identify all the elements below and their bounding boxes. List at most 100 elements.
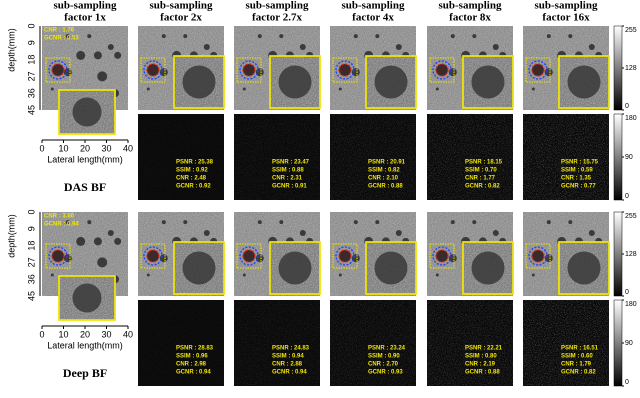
metric: GCNR : 0.88 — [465, 370, 500, 376]
zoom-border — [365, 241, 417, 295]
zoom-border — [462, 55, 514, 109]
lateral-tick-label: 0 — [39, 329, 44, 339]
cyst — [242, 87, 246, 91]
roi-outer — [335, 60, 355, 80]
roi-outer — [143, 246, 163, 266]
lateral-tick-label: 40 — [123, 329, 133, 339]
roi-outer — [48, 246, 68, 266]
roi-inner — [242, 63, 256, 77]
lateral-axis-label: Lateral length(mm) — [47, 340, 123, 350]
lateral-tick-label: 30 — [101, 143, 111, 153]
cyst — [183, 220, 188, 225]
roi-outer — [528, 60, 548, 80]
colorbar-label: 255 — [625, 27, 637, 34]
cyst — [183, 34, 188, 39]
cyst — [450, 220, 455, 225]
cyst — [114, 51, 122, 59]
metric: CNR : 1.77 — [465, 176, 496, 182]
zoom-cyst — [278, 251, 312, 285]
cyst — [93, 237, 102, 246]
ref-metric: GCNR : 0.94 — [44, 222, 79, 228]
colorbar-label: 180 — [625, 301, 637, 308]
metric: PSNR : 16.51 — [561, 346, 599, 352]
zoom-cyst — [182, 65, 216, 99]
cyst — [435, 87, 439, 91]
metric: CNR : 1.35 — [561, 176, 592, 182]
cyst — [65, 220, 70, 225]
column-header: sub-sampling — [535, 0, 598, 12]
column-header: factor 4x — [352, 12, 394, 24]
cyst — [353, 220, 358, 225]
error-noise — [427, 300, 513, 386]
zoom-cyst — [471, 65, 505, 99]
colorbar-label: 128 — [625, 65, 637, 72]
roi-box — [332, 57, 358, 83]
roi-box — [45, 243, 71, 269]
column-header: factor 2.7x — [252, 12, 302, 24]
metric: SSIM : 0.80 — [465, 354, 497, 360]
roi-inner — [435, 249, 449, 263]
cyst — [257, 34, 262, 39]
roi-box — [140, 57, 166, 83]
zoom-cyst — [182, 251, 216, 285]
metric: CNR : 2.98 — [176, 362, 207, 368]
metric: SSIM : 0.82 — [368, 168, 400, 174]
roi-box — [236, 243, 262, 269]
metric: GCNR : 0.91 — [272, 184, 307, 190]
metric: GCNR : 0.88 — [368, 184, 403, 190]
cyst — [492, 44, 499, 50]
error-noise — [138, 300, 224, 386]
metric: PSNR : 28.83 — [176, 346, 214, 352]
cyst — [299, 230, 306, 236]
metric: PSNR : 25.38 — [176, 160, 214, 166]
metric: GCNR : 0.93 — [368, 370, 403, 376]
depth-tick-label: 27 — [26, 257, 36, 267]
cyst — [353, 34, 358, 39]
zoom-border — [58, 275, 116, 321]
depth-tick-label: 9 — [26, 226, 36, 231]
roi-inner — [146, 249, 160, 263]
metric: PSNR : 15.75 — [561, 160, 599, 166]
colorbar-label: 0 — [625, 379, 629, 386]
column-header: factor 1x — [64, 12, 106, 24]
roi-inner — [242, 249, 256, 263]
cyst — [63, 254, 72, 263]
cyst — [375, 220, 380, 225]
zoom-cyst — [567, 251, 601, 285]
colorbar — [613, 25, 623, 111]
cyst — [97, 71, 108, 82]
column-header: sub-sampling — [439, 0, 502, 12]
roi-outer — [432, 246, 452, 266]
column-header: factor 16x — [542, 12, 590, 24]
cyst — [107, 44, 114, 50]
metric: GCNR : 0.82 — [465, 184, 500, 190]
column-header: factor 2x — [160, 12, 202, 24]
zoom-border — [558, 55, 610, 109]
cyst — [107, 230, 114, 236]
roi-outer — [143, 60, 163, 80]
depth-tick-label: 45 — [26, 291, 36, 301]
cyst — [65, 34, 70, 39]
cyst — [531, 87, 535, 91]
depth-tick-label: 36 — [26, 274, 36, 284]
metric: GCNR : 0.94 — [272, 370, 307, 376]
error-noise — [330, 300, 416, 386]
zoom-border — [558, 241, 610, 295]
cyst — [568, 34, 573, 39]
depth-axis-label: depth(mm) — [6, 214, 16, 258]
metric: CNR : 2.70 — [368, 362, 399, 368]
colorbar-label: 0 — [625, 103, 629, 110]
cyst — [50, 273, 54, 277]
cyst — [203, 230, 210, 236]
depth-tick-label: 9 — [26, 40, 36, 45]
cyst — [76, 50, 86, 60]
roi-box — [140, 243, 166, 269]
cyst — [87, 34, 92, 39]
cyst — [257, 220, 262, 225]
colorbar-label: 90 — [625, 154, 633, 161]
roi-inner — [435, 63, 449, 77]
panel-label: Deep BF — [63, 366, 107, 380]
lateral-tick-label: 10 — [58, 329, 68, 339]
zoom-border — [365, 55, 417, 109]
